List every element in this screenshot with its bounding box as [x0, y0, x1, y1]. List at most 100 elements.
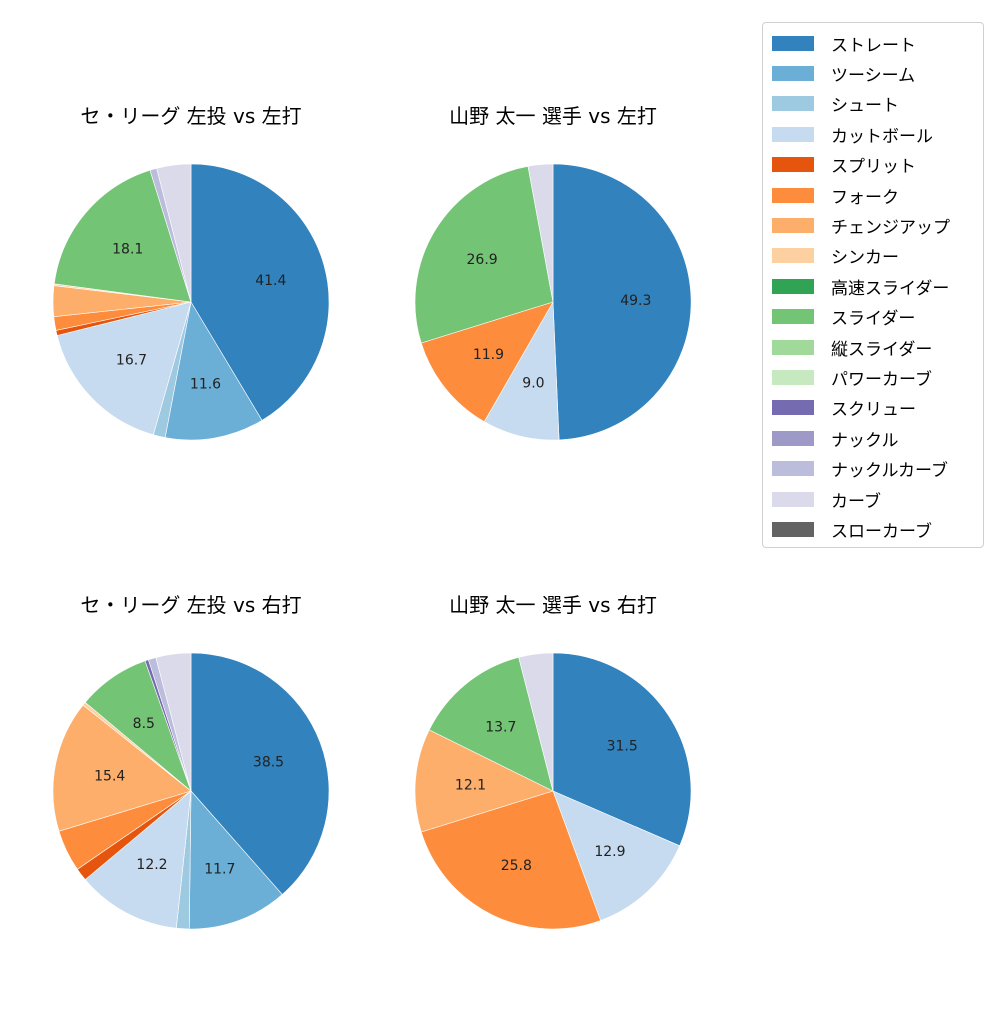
pie-slice — [155, 652, 192, 792]
legend-swatch — [772, 521, 814, 537]
legend-label: シンカー — [831, 248, 899, 269]
pie-slice — [552, 790, 681, 921]
pie-slice — [420, 301, 554, 423]
legend-item: カーブ — [772, 487, 881, 512]
legend-swatch — [772, 339, 814, 355]
legend-label: ナックル — [831, 430, 899, 451]
pie-slice — [190, 163, 330, 421]
chart-title: セ・リーグ 左投 vs 左打 — [80, 104, 302, 128]
legend-swatch — [772, 400, 814, 416]
legend-swatch — [772, 309, 814, 325]
pie-slice — [190, 652, 330, 895]
legend-swatch — [772, 157, 814, 173]
legend-swatch — [772, 461, 814, 477]
legend-swatch — [772, 217, 814, 233]
pie-chart: 31.5 12.9 25.8 12.1 13.7 — [414, 652, 692, 930]
legend-item: スライダー — [772, 305, 915, 329]
legend-swatch — [772, 96, 814, 112]
pie-slice — [188, 790, 283, 930]
slice-value-label: 16.7 — [116, 353, 147, 369]
legend-label: シュート — [831, 96, 899, 117]
legend-swatch — [772, 65, 814, 81]
legend-item: チェンジアップ — [772, 213, 950, 238]
slice-value-label: 12.2 — [136, 857, 167, 873]
legend-item: シュート — [772, 92, 899, 116]
legend-swatch — [772, 369, 814, 385]
legend-label: スローカーブ — [831, 521, 932, 542]
slice-value-label: 49.3 — [620, 293, 651, 309]
slice-value-label: 11.6 — [190, 377, 221, 393]
pie-slice — [156, 163, 192, 303]
legend-label: 高速スライダー — [831, 278, 950, 299]
legend-swatch — [772, 35, 814, 51]
slice-value-label: 38.5 — [253, 755, 284, 771]
legend-item: カットボール — [772, 122, 933, 147]
pie-panel-league-vs-right: セ・リーグ 左投 vs 右打 38.5 11.7 12.2 15.4 8.5 — [31, 591, 351, 1011]
legend-item: スローカーブ — [772, 517, 932, 542]
legend-item: ナックル — [772, 426, 899, 451]
legend-swatch — [772, 248, 814, 264]
legend-label: スクリュー — [831, 400, 916, 421]
pie-chart: 49.3 9.0 11.9 26.9 — [414, 163, 692, 441]
legend-label: カーブ — [831, 491, 881, 512]
slice-value-label: 12.1 — [455, 778, 486, 794]
legend-item: スプリット — [772, 153, 916, 177]
slice-value-label: 41.4 — [255, 273, 286, 289]
slice-value-label: 11.7 — [204, 862, 235, 878]
legend-item: ナックルカーブ — [772, 457, 948, 481]
legend-item: 高速スライダー — [772, 274, 950, 299]
slice-value-label: 26.9 — [467, 252, 498, 268]
slice-value-label: 9.0 — [522, 376, 544, 392]
pie-panel-player-vs-right: 山野 太一 選手 vs 右打 31.5 12.9 25.8 12.1 13.7 — [393, 591, 713, 1011]
legend-label: ナックルカーブ — [831, 461, 948, 482]
slice-value-label: 12.9 — [594, 844, 625, 860]
legend-item: ストレート — [772, 31, 916, 56]
legend-label: ツーシーム — [831, 65, 916, 86]
legend-label: スライダー — [831, 309, 916, 330]
legend-swatch — [772, 491, 814, 507]
legend-label: フォーク — [831, 187, 899, 208]
chart-title: セ・リーグ 左投 vs 右打 — [80, 593, 302, 617]
legend-label: ストレート — [831, 35, 916, 56]
pie-slice — [552, 163, 692, 441]
pie-panel-league-vs-left: セ・リーグ 左投 vs 左打 41.4 11.6 16.7 18.1 — [31, 102, 351, 522]
legend-swatch — [772, 187, 814, 203]
chart-title: 山野 太一 選手 vs 左打 — [449, 104, 657, 128]
legend-swatch — [772, 126, 814, 142]
pie-slice — [52, 704, 192, 832]
slice-value-label: 31.5 — [607, 739, 638, 755]
pie-chart: 41.4 11.6 16.7 18.1 — [52, 163, 330, 441]
pie-slice — [518, 652, 554, 792]
pie-slice — [53, 169, 192, 303]
pie-slice — [552, 652, 692, 847]
pie-slice — [414, 729, 554, 833]
pie-slice — [420, 790, 601, 930]
legend-item: シンカー — [772, 244, 899, 268]
pie-slice — [56, 301, 192, 436]
legend-item: フォーク — [772, 183, 899, 208]
legend-item: ツーシーム — [772, 61, 916, 86]
pie-slice — [164, 301, 263, 441]
pie-panel-player-vs-left: 山野 太一 選手 vs 左打 49.3 9.0 11.9 26.9 — [393, 102, 713, 522]
legend: ストレートツーシームシュートカットボール スプリットフォークチェンジアップ シンカー… — [762, 22, 984, 548]
legend-label: チェンジアップ — [831, 217, 950, 238]
legend-label: 縦スライダー — [831, 339, 933, 360]
chart-title: 山野 太一 選手 vs 右打 — [449, 593, 657, 617]
pie-slice — [414, 165, 554, 344]
slice-value-label: 11.9 — [473, 347, 504, 363]
slice-value-label: 18.1 — [112, 242, 143, 258]
legend-item: スクリュー — [772, 396, 916, 420]
pie-chart: 38.5 11.7 12.2 15.4 8.5 — [52, 652, 330, 930]
legend-item: 縦スライダー — [772, 335, 933, 360]
legend-label: パワーカーブ — [831, 369, 932, 390]
slice-value-label: 13.7 — [485, 720, 516, 736]
slice-value-label: 15.4 — [94, 769, 125, 785]
pie-slice — [527, 163, 554, 303]
legend-item: パワーカーブ — [772, 365, 932, 390]
legend-label: カットボール — [831, 126, 933, 147]
legend-swatch — [772, 430, 814, 446]
legend-label: スプリット — [831, 157, 916, 178]
pie-slice — [84, 790, 192, 929]
slice-value-label: 8.5 — [133, 716, 155, 732]
slice-value-label: 25.8 — [501, 858, 532, 874]
